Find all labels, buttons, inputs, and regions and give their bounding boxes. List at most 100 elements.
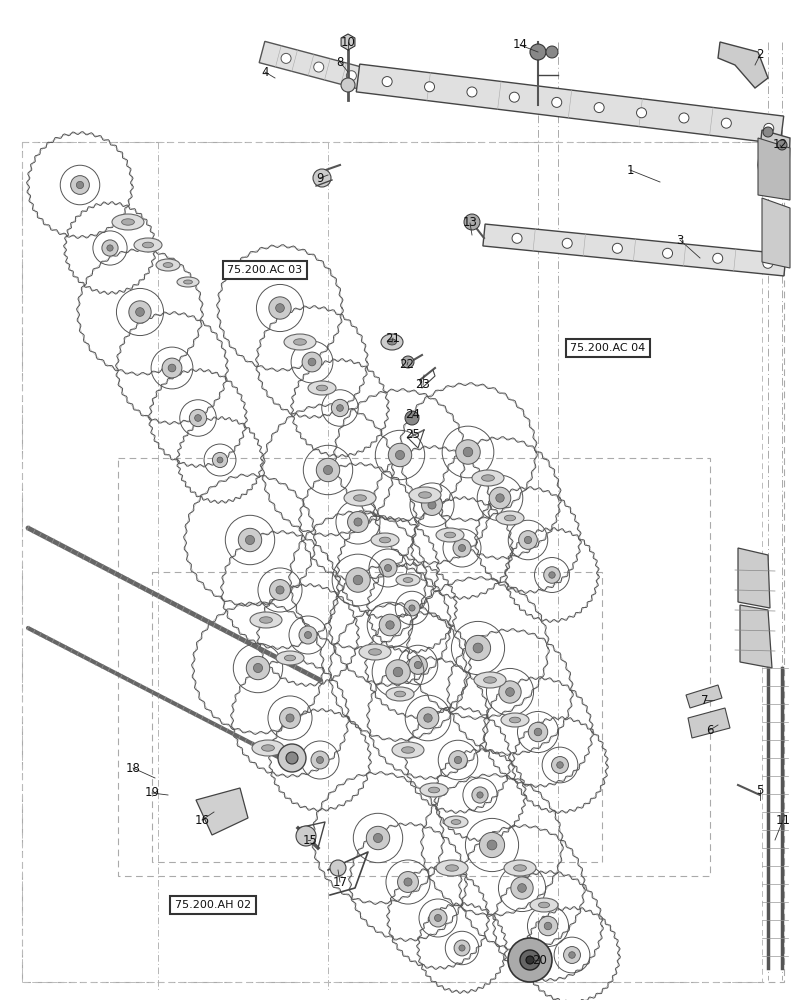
Text: 8: 8: [336, 55, 343, 68]
Circle shape: [217, 457, 223, 463]
Circle shape: [563, 947, 580, 963]
Text: 14: 14: [512, 38, 528, 51]
Ellipse shape: [354, 495, 366, 501]
Circle shape: [382, 77, 392, 87]
Ellipse shape: [514, 865, 526, 871]
Circle shape: [456, 440, 480, 464]
Circle shape: [286, 714, 294, 722]
Circle shape: [269, 297, 291, 319]
Ellipse shape: [121, 219, 134, 225]
Circle shape: [346, 568, 370, 592]
Circle shape: [404, 600, 420, 616]
Circle shape: [454, 756, 461, 764]
Circle shape: [528, 722, 548, 742]
Circle shape: [499, 681, 521, 703]
Circle shape: [379, 559, 397, 577]
Circle shape: [562, 238, 572, 248]
Text: 15: 15: [302, 834, 318, 846]
Polygon shape: [483, 224, 786, 276]
Circle shape: [722, 118, 731, 128]
Polygon shape: [356, 64, 784, 144]
Circle shape: [458, 544, 465, 552]
Text: 7: 7: [701, 694, 709, 706]
Text: 10: 10: [340, 35, 356, 48]
Ellipse shape: [380, 537, 390, 543]
Circle shape: [557, 762, 563, 768]
Circle shape: [136, 308, 145, 316]
Circle shape: [347, 71, 356, 81]
Circle shape: [489, 487, 511, 509]
Circle shape: [409, 605, 415, 611]
Circle shape: [465, 635, 490, 661]
Circle shape: [189, 409, 207, 427]
Circle shape: [302, 352, 322, 372]
Text: 23: 23: [415, 378, 431, 391]
Ellipse shape: [142, 242, 154, 248]
Circle shape: [128, 301, 151, 323]
Circle shape: [530, 44, 546, 60]
Bar: [152, 572, 602, 862]
Polygon shape: [688, 708, 730, 738]
Ellipse shape: [444, 816, 468, 828]
Polygon shape: [738, 548, 770, 608]
Circle shape: [366, 826, 389, 850]
Circle shape: [102, 240, 118, 256]
Circle shape: [395, 450, 405, 460]
Circle shape: [70, 176, 90, 194]
Ellipse shape: [259, 617, 272, 623]
Ellipse shape: [371, 533, 399, 547]
Polygon shape: [718, 42, 768, 88]
Text: 3: 3: [676, 233, 684, 246]
Circle shape: [467, 87, 477, 97]
Circle shape: [534, 728, 542, 736]
Text: 19: 19: [145, 786, 159, 800]
Polygon shape: [259, 41, 363, 89]
Text: 6: 6: [706, 724, 713, 736]
Polygon shape: [740, 605, 772, 668]
Text: 4: 4: [261, 66, 269, 79]
Circle shape: [278, 744, 306, 772]
Circle shape: [477, 792, 483, 798]
Text: 24: 24: [406, 408, 420, 422]
Text: 75.200.AC 04: 75.200.AC 04: [570, 343, 646, 353]
Circle shape: [506, 688, 515, 696]
Circle shape: [404, 878, 412, 886]
Text: 22: 22: [399, 359, 415, 371]
Ellipse shape: [394, 691, 406, 697]
Circle shape: [763, 127, 773, 137]
Circle shape: [487, 840, 497, 850]
Circle shape: [663, 248, 672, 258]
Circle shape: [549, 572, 555, 578]
Circle shape: [519, 531, 537, 549]
Circle shape: [424, 714, 432, 722]
Ellipse shape: [262, 745, 275, 751]
Circle shape: [508, 938, 552, 982]
Text: 13: 13: [462, 217, 478, 230]
Ellipse shape: [308, 381, 336, 395]
Circle shape: [509, 92, 520, 102]
Circle shape: [385, 621, 394, 629]
Circle shape: [422, 495, 443, 515]
Ellipse shape: [177, 277, 199, 287]
Circle shape: [612, 243, 622, 253]
Text: 21: 21: [385, 332, 401, 344]
Circle shape: [213, 452, 228, 468]
Circle shape: [453, 539, 471, 557]
Circle shape: [311, 751, 329, 769]
Circle shape: [473, 643, 483, 653]
Text: 75.200.AC 03: 75.200.AC 03: [227, 265, 302, 275]
Ellipse shape: [134, 238, 162, 252]
Ellipse shape: [436, 528, 464, 542]
Ellipse shape: [501, 713, 529, 727]
Circle shape: [405, 411, 419, 425]
Text: 17: 17: [333, 876, 347, 888]
Circle shape: [544, 567, 560, 583]
Ellipse shape: [496, 511, 524, 525]
Text: 16: 16: [195, 814, 209, 826]
Circle shape: [195, 415, 201, 421]
Circle shape: [472, 787, 488, 803]
Polygon shape: [758, 138, 790, 200]
Circle shape: [313, 169, 331, 187]
Circle shape: [373, 833, 382, 843]
Text: 75.200.AH 02: 75.200.AH 02: [175, 900, 251, 910]
